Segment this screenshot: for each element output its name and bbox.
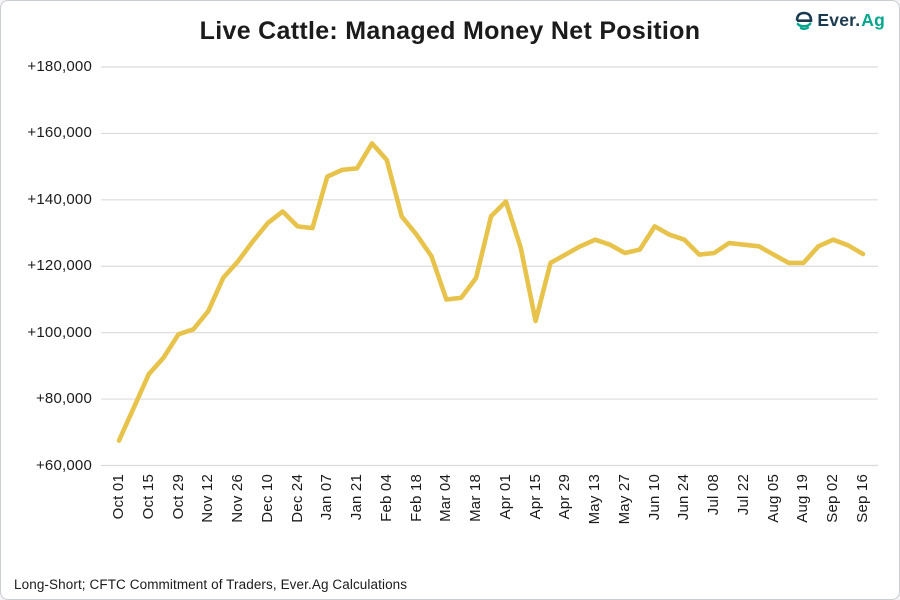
- x-axis-tick-label: Apr 29: [556, 474, 574, 520]
- y-axis-tick-label: +80,000: [35, 390, 92, 408]
- gridlines: [101, 66, 878, 467]
- x-axis-tick-label: Nov 26: [229, 474, 247, 523]
- x-axis-tick-label: Mar 18: [467, 474, 485, 522]
- x-axis-tick-label: Feb 18: [407, 474, 425, 522]
- x-axis-tick-label: Oct 15: [139, 474, 157, 520]
- x-axis-tick-label: May 27: [615, 474, 633, 525]
- x-axis-tick-label: Jul 08: [705, 474, 723, 516]
- x-axis-tick-label: Aug 05: [764, 474, 782, 523]
- y-axis-tick-label: +180,000: [27, 58, 92, 75]
- chart-title: Live Cattle: Managed Money Net Position: [199, 17, 701, 45]
- y-axis-tick-label: +160,000: [27, 124, 92, 142]
- y-axis-tick-label: +100,000: [27, 323, 92, 341]
- x-axis-tick-label: Apr 15: [526, 474, 544, 520]
- y-axis-tick-label: +60,000: [35, 456, 92, 474]
- x-axis-tick-label: Jun 24: [675, 474, 693, 521]
- x-axis-tick-label: Feb 04: [377, 474, 395, 522]
- x-axis-tick-label: Nov 12: [199, 474, 217, 523]
- managed-money-net-position-line: [116, 141, 866, 443]
- everag-logo: Ever. Ag: [794, 10, 885, 31]
- x-axis-tick-label: May 13: [586, 474, 604, 525]
- x-axis-tick-label: Sep 16: [854, 474, 871, 523]
- logo-text-ever: Ever.: [817, 10, 861, 30]
- x-axis-tick-label: Dec 24: [288, 474, 306, 523]
- x-axis-tick-label: Jan 21: [348, 474, 366, 521]
- e-globe-icon: [796, 11, 813, 30]
- y-axis-tick-label: +120,000: [27, 257, 92, 275]
- x-axis-tick-label: Sep 02: [824, 474, 842, 523]
- x-axis-tick-label: Oct 29: [169, 474, 187, 520]
- x-axis-tick-label: Oct 01: [110, 474, 127, 520]
- source-note: Long-Short; CFTC Commitment of Traders, …: [14, 577, 408, 592]
- x-axis-tick-label: Jan 07: [318, 474, 336, 521]
- x-axis-tick-label: Mar 04: [437, 474, 455, 522]
- y-axis-tick-label: +140,000: [27, 190, 92, 208]
- x-axis-tick-label: Jul 22: [734, 474, 752, 516]
- x-axis-tick-label: Jun 10: [645, 474, 663, 521]
- x-axis-tick-label: Dec 10: [258, 474, 276, 523]
- x-axis-tick-label: Aug 19: [794, 474, 812, 523]
- logo-text-ag: Ag: [861, 10, 885, 30]
- x-axis-tick-label: Apr 01: [496, 474, 514, 520]
